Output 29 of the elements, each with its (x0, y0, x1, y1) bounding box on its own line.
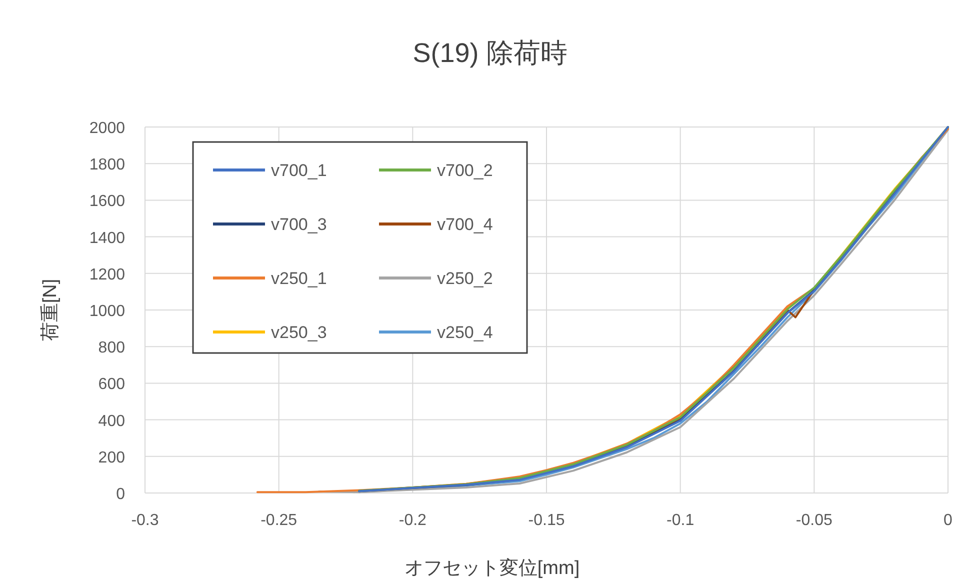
x-tick-label: -0.3 (131, 512, 159, 529)
y-tick-label: 400 (98, 412, 126, 430)
y-tick-label: 1600 (89, 193, 126, 210)
legend-label: v700_3 (271, 215, 327, 234)
legend-label: v250_2 (437, 269, 493, 288)
y-axis-title: 荷重[N] (40, 278, 61, 342)
y-tick-label: 800 (98, 340, 126, 357)
legend-label: v250_3 (271, 323, 327, 342)
x-tick-label: -0.2 (398, 512, 427, 529)
y-tick-label: 0 (116, 486, 126, 503)
chart-title: S(19) 除荷時 (412, 38, 568, 68)
y-tick-label: 1800 (89, 156, 126, 174)
x-tick-label: -0.15 (528, 512, 565, 529)
x-axis-title: オフセット変位[mm] (404, 557, 580, 579)
y-tick-label: 2000 (89, 120, 126, 137)
y-tick-label: 1400 (89, 230, 126, 247)
y-tick-label: 1200 (89, 266, 126, 284)
y-tick-label: 1000 (89, 303, 126, 320)
y-tick-label: 600 (98, 376, 126, 394)
x-tick-label: -0.05 (796, 512, 833, 529)
legend-label: v700_2 (437, 161, 493, 180)
legend-label: v700_1 (271, 161, 327, 180)
legend-label: v250_4 (437, 323, 493, 342)
x-tick-label: -0.1 (666, 512, 694, 529)
legend-label: v250_1 (271, 269, 327, 288)
x-tick-label: 0 (944, 512, 953, 529)
y-tick-label: 200 (98, 449, 126, 466)
x-tick-label: -0.25 (260, 512, 298, 529)
legend-label: v700_4 (437, 215, 493, 234)
